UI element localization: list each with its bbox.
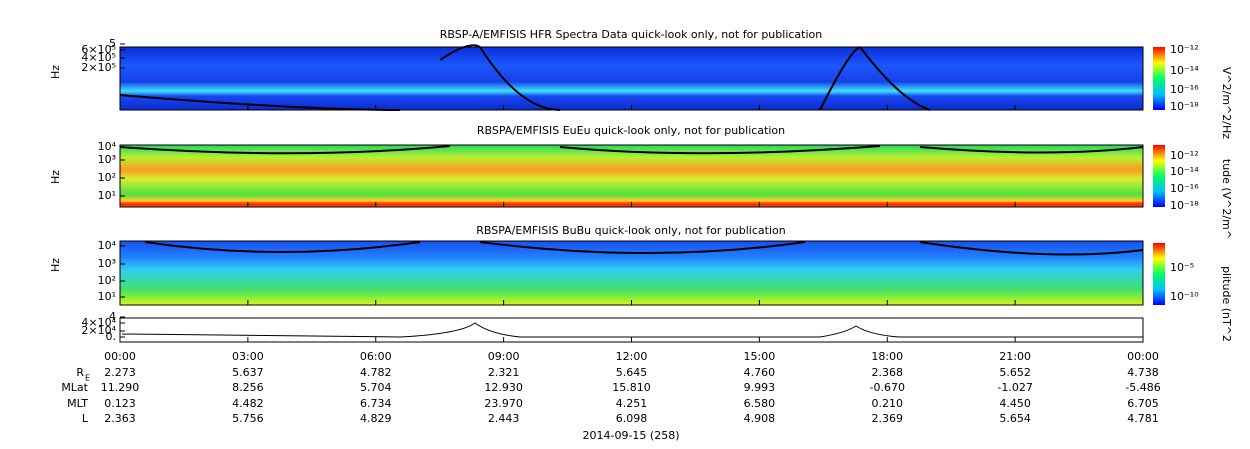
x-tick-label: 09:00	[488, 350, 520, 363]
y-tick-label: 10³	[98, 153, 116, 166]
ephemeris-value: -0.670	[870, 381, 905, 394]
ephemeris-value: 23.970	[484, 397, 523, 410]
panel-title: RBSPA/EMFISIS EuEu quick-look only, not …	[477, 124, 785, 137]
ephemeris-value: 5.756	[232, 412, 264, 425]
colorbar-label: plitude (nT^2	[1220, 266, 1233, 342]
ephemeris-value: 2.363	[104, 412, 136, 425]
ephemeris-value: 6.580	[744, 397, 776, 410]
spectrogram	[119, 144, 1144, 208]
ephemeris-value: 5.704	[360, 381, 392, 394]
ephemeris-value: 4.781	[1127, 412, 1159, 425]
x-tick-label: 00:00	[104, 350, 136, 363]
ephemeris-value: 6.705	[1127, 397, 1159, 410]
y-tick-label: 10²	[98, 274, 116, 287]
row-label: MLT	[67, 397, 88, 410]
ephemeris-value: 6.098	[616, 412, 648, 425]
ephemeris-value: -5.486	[1125, 381, 1160, 394]
panel-title: RBSPA/EMFISIS BuBu quick-look only, not …	[476, 224, 786, 237]
y-tick-label: 2×10⁵	[81, 61, 116, 74]
ephemeris-value: 4.829	[360, 412, 392, 425]
y-tick-label: 4×10⁵	[81, 51, 116, 64]
ephemeris-value: 2.443	[488, 412, 520, 425]
colorbar	[1153, 243, 1165, 305]
row-label: MLat	[61, 381, 88, 394]
x-tick-label: 00:00	[1127, 350, 1159, 363]
colorbar-tick-label: 10⁻¹⁴	[1170, 64, 1199, 77]
ephemeris-value: 5.637	[232, 366, 264, 379]
colorbar	[1153, 47, 1165, 110]
y-tick-label: 6×10⁵	[81, 43, 116, 56]
ephemeris-value: -1.027	[997, 381, 1032, 394]
ephemeris-value: 2.273	[104, 366, 136, 379]
colorbar-label: tude (V^2/m^	[1220, 159, 1233, 239]
y-tick-label: 2×10⁴	[81, 324, 116, 337]
ephemeris-value: 9.993	[744, 381, 776, 394]
ephemeris-value: 4.782	[360, 366, 392, 379]
y-tick-label: 10¹	[98, 290, 116, 303]
y-tick-label: 4	[109, 310, 116, 323]
y-tick-label: 10¹	[98, 189, 116, 202]
ephemeris-value: 2.369	[872, 412, 904, 425]
ephemeris-value: 8.256	[232, 381, 264, 394]
colorbar-label: V^2/m^2/Hz	[1220, 67, 1233, 139]
ephemeris-value: 4.738	[1127, 366, 1159, 379]
x-tick-label: 03:00	[232, 350, 264, 363]
row-label-sub: E	[85, 374, 90, 383]
y-label: Hz	[49, 258, 62, 272]
colorbar-tick-label: 10⁻¹⁸	[1170, 100, 1199, 113]
y-label: Hz	[49, 170, 62, 184]
ephemeris-value: 4.450	[999, 397, 1031, 410]
trace	[121, 322, 1143, 338]
ephemeris-value: 5.645	[616, 366, 648, 379]
colorbar-tick-label: 10⁻¹⁶	[1170, 83, 1199, 96]
ephemeris-value: 2.368	[872, 366, 904, 379]
x-tick-label: 21:00	[999, 350, 1031, 363]
y-tick-label: 10²	[98, 171, 116, 184]
ephemeris-value: 12.930	[484, 381, 523, 394]
colorbar-tick-label: 10⁻¹⁶	[1170, 182, 1199, 195]
colorbar-tick-label: 10⁻¹⁴	[1170, 165, 1199, 178]
curve	[144, 241, 1144, 256]
ephemeris-value: 6.734	[360, 397, 392, 410]
ephemeris-value: 0.210	[872, 397, 904, 410]
colorbar-tick-label: 10⁻¹²	[1170, 43, 1199, 56]
y-label: Hz	[49, 65, 62, 79]
colorbar-tick-label: 10⁻¹²	[1170, 149, 1199, 162]
y-tick-label: 0.	[106, 330, 117, 343]
ephemeris-value: 5.652	[999, 366, 1031, 379]
curve	[119, 44, 931, 111]
ephemeris-value: 4.760	[744, 366, 776, 379]
colorbar	[1153, 145, 1165, 207]
y-tick-label: 5	[109, 37, 116, 50]
x-tick-label: 12:00	[616, 350, 648, 363]
x-tick-label: 15:00	[744, 350, 776, 363]
row-label: R	[76, 366, 84, 379]
ephemeris-value: 4.908	[744, 412, 776, 425]
y-tick-label: 10³	[98, 257, 116, 270]
ephemeris-value: 2.321	[488, 366, 520, 379]
colorbar-tick-label: 10⁻¹⁸	[1170, 199, 1199, 212]
x-tick-label: 18:00	[871, 350, 903, 363]
date: 2014-09-15 (258)	[582, 429, 679, 442]
panel-title: RBSP-A/EMFISIS HFR Spectra Data quick-lo…	[440, 28, 823, 41]
spectrogram	[119, 46, 1144, 111]
ephemeris-value: 4.251	[616, 397, 648, 410]
colorbar-tick-label: 10⁻¹⁰	[1170, 290, 1199, 303]
panels	[119, 44, 1165, 343]
colorbar-tick-label: 10⁻⁵	[1170, 261, 1194, 274]
curve	[119, 145, 1144, 155]
ephemeris-value: 5.654	[999, 412, 1031, 425]
y-tick-label: 10⁴	[98, 140, 117, 153]
ephemeris-value: 0.123	[104, 397, 136, 410]
ephemeris-value: 4.482	[232, 397, 264, 410]
ephemeris-value: 11.290	[101, 381, 140, 394]
y-tick-label: 10⁴	[98, 239, 117, 252]
row-label: L	[82, 412, 89, 425]
x-tick-label: 06:00	[360, 350, 392, 363]
ephemeris-value: 15.810	[612, 381, 651, 394]
y-tick-label: 4×10⁴	[81, 316, 116, 329]
